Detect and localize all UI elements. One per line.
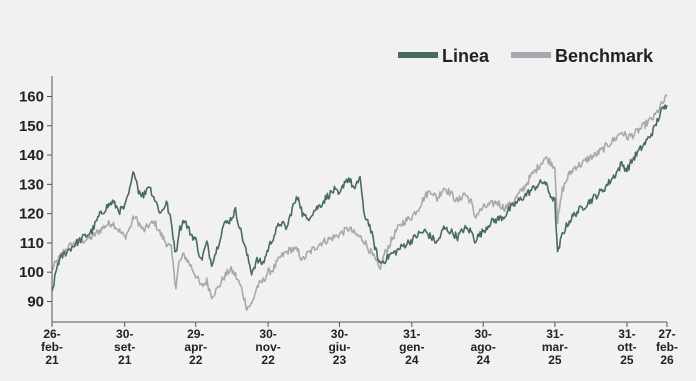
x-tick-label: 26-feb-21 — [41, 327, 63, 367]
x-tick-label: 27-feb-26 — [656, 327, 678, 367]
x-tick-label: 30-ago-24 — [471, 327, 496, 367]
y-tick-label: 120 — [19, 206, 44, 223]
axes-layer: 90 100 110 120 130 140 150 160 26-feb-21 30-set-2… — [19, 76, 678, 367]
series-layer — [51, 94, 668, 311]
x-tick-label: 30-set-21 — [114, 327, 135, 367]
x-tick-label: 31-mar-25 — [542, 327, 568, 367]
y-tick-label: 90 — [27, 294, 44, 311]
x-tick-label: 30-nov-22 — [255, 327, 280, 367]
y-tick-label: 130 — [19, 176, 44, 193]
legend-label-linea: Linea — [442, 46, 490, 66]
legend: Linea Benchmark — [398, 46, 654, 66]
x-tick-label: 31-gen-24 — [399, 327, 424, 367]
y-tick-label: 110 — [20, 235, 44, 252]
y-tick-label: 140 — [19, 147, 44, 164]
x-tick-label: 31-ott-25 — [617, 327, 636, 367]
series-line-benchmark — [51, 94, 668, 311]
legend-label-benchmark: Benchmark — [555, 46, 654, 66]
series-line-linea — [51, 104, 668, 292]
y-tick-label: 160 — [19, 89, 44, 106]
y-tick-label: 100 — [19, 264, 44, 281]
x-tick-label: 29-apr-22 — [184, 327, 207, 367]
y-tick-label: 150 — [19, 118, 44, 135]
x-tick-label: 30-giu-23 — [328, 327, 350, 367]
